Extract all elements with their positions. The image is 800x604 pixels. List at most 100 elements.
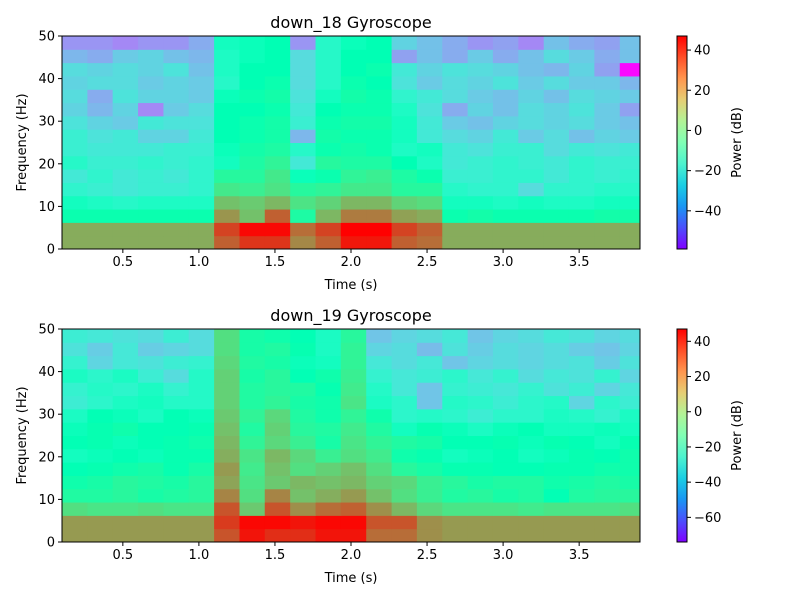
- heatmap-cell: [163, 515, 190, 530]
- heatmap-cell: [366, 355, 393, 370]
- heatmap-cell: [239, 36, 266, 50]
- heatmap-cell: [163, 169, 190, 183]
- heatmap-cell: [264, 62, 291, 77]
- heatmap-cell: [62, 75, 88, 90]
- heatmap-cell: [138, 422, 164, 436]
- heatmap-cell: [264, 36, 291, 50]
- heatmap-cell: [62, 89, 88, 104]
- heatmap-cell: [214, 528, 241, 543]
- heatmap-cell: [518, 408, 545, 423]
- heatmap-cell: [340, 435, 367, 450]
- heatmap-cell: [163, 209, 190, 223]
- heatmap-cell: [568, 528, 595, 543]
- heatmap-cell: [290, 222, 317, 237]
- heatmap-cell: [594, 395, 621, 410]
- heatmap-cell: [568, 475, 595, 490]
- heatmap-cell: [138, 169, 164, 183]
- heatmap-cell: [315, 89, 342, 104]
- heatmap-cell: [619, 102, 641, 117]
- heatmap-cell: [340, 395, 367, 410]
- heatmap-cell: [366, 528, 393, 543]
- heatmap-cell: [214, 182, 241, 197]
- heatmap-cell: [188, 195, 215, 210]
- heatmap-cell: [290, 115, 317, 130]
- heatmap-cell: [239, 89, 266, 104]
- heatmap-cell: [340, 488, 367, 503]
- heatmap-cell: [112, 235, 139, 250]
- heatmap-cell: [62, 488, 88, 503]
- heatmap-cell: [594, 62, 621, 77]
- heatmap-cell: [340, 408, 367, 423]
- heatmap-cell: [619, 169, 641, 183]
- heatmap-cell: [138, 195, 164, 210]
- heatmap-cell: [340, 462, 367, 476]
- heatmap-cell: [619, 182, 641, 197]
- heatmap-cell: [366, 329, 393, 343]
- heatmap-cell: [315, 422, 342, 436]
- heatmap-cell: [594, 195, 621, 210]
- heatmap-cell: [467, 448, 494, 463]
- heatmap-cell: [214, 195, 241, 210]
- heatmap-cell: [112, 329, 139, 343]
- heatmap-cell: [188, 355, 215, 370]
- heatmap-cell: [188, 382, 215, 397]
- heatmap-cell: [87, 368, 114, 383]
- heatmap-cell: [366, 222, 393, 237]
- heatmap-cell: [62, 49, 88, 64]
- heatmap-cell: [467, 355, 494, 370]
- heatmap-cell: [366, 209, 393, 223]
- heatmap-cell: [518, 475, 545, 490]
- heatmap-cell: [366, 129, 393, 143]
- heatmap-cell: [239, 142, 266, 157]
- heatmap-cell: [442, 475, 469, 490]
- heatmap-cell: [518, 528, 545, 543]
- heatmap-cell: [416, 62, 443, 77]
- heatmap-cells-2: [62, 329, 641, 543]
- heatmap-cell: [340, 329, 367, 343]
- heatmap-cell: [518, 435, 545, 450]
- heatmap-cell: [138, 462, 164, 476]
- heatmap-cell: [568, 115, 595, 130]
- heatmap-cell: [62, 102, 88, 117]
- heatmap-cell: [492, 36, 519, 50]
- heatmap-cell: [315, 528, 342, 543]
- heatmap-cell: [138, 182, 164, 197]
- heatmap-cell: [619, 448, 641, 463]
- heatmap-cell: [543, 448, 570, 463]
- heatmap-cell: [391, 195, 418, 210]
- heatmap-cell: [112, 408, 139, 423]
- heatmap-cell: [416, 528, 443, 543]
- heatmap-cell: [87, 329, 114, 343]
- heatmap-cell: [492, 355, 519, 370]
- heatmap-cell: [87, 235, 114, 250]
- heatmap-cell: [416, 395, 443, 410]
- y-tick-label: 50: [38, 323, 55, 338]
- heatmap-cell: [416, 169, 443, 183]
- heatmap-cell: [492, 408, 519, 423]
- colorbar-label-1: Power (dB): [730, 107, 745, 178]
- heatmap-cell: [340, 142, 367, 157]
- heatmap-cell: [467, 115, 494, 130]
- heatmap-cell: [518, 49, 545, 64]
- heatmap-cell: [62, 342, 88, 357]
- heatmap-cell: [87, 422, 114, 436]
- heatmap-cell: [214, 448, 241, 463]
- heatmap-cell: [62, 382, 88, 397]
- heatmap-cell: [518, 169, 545, 183]
- heatmap-cell: [543, 502, 570, 516]
- heatmap-cell: [188, 62, 215, 77]
- heatmap-cell: [619, 129, 641, 143]
- heatmap-cell: [112, 395, 139, 410]
- heatmap-cell: [188, 408, 215, 423]
- heatmap-cell: [239, 448, 266, 463]
- heatmap-cell: [138, 115, 164, 130]
- heatmap-cell: [138, 155, 164, 170]
- heatmap-cell: [112, 62, 139, 77]
- heatmap-cell: [315, 368, 342, 383]
- heatmap-cell: [366, 435, 393, 450]
- heatmap-cell: [239, 182, 266, 197]
- heatmap-cell: [391, 475, 418, 490]
- heatmap-cell: [264, 448, 291, 463]
- heatmap-cell: [366, 395, 393, 410]
- x-axis-1: 0.5 1.0 1.5 2.0 2.5 3.0 3.5: [112, 249, 590, 270]
